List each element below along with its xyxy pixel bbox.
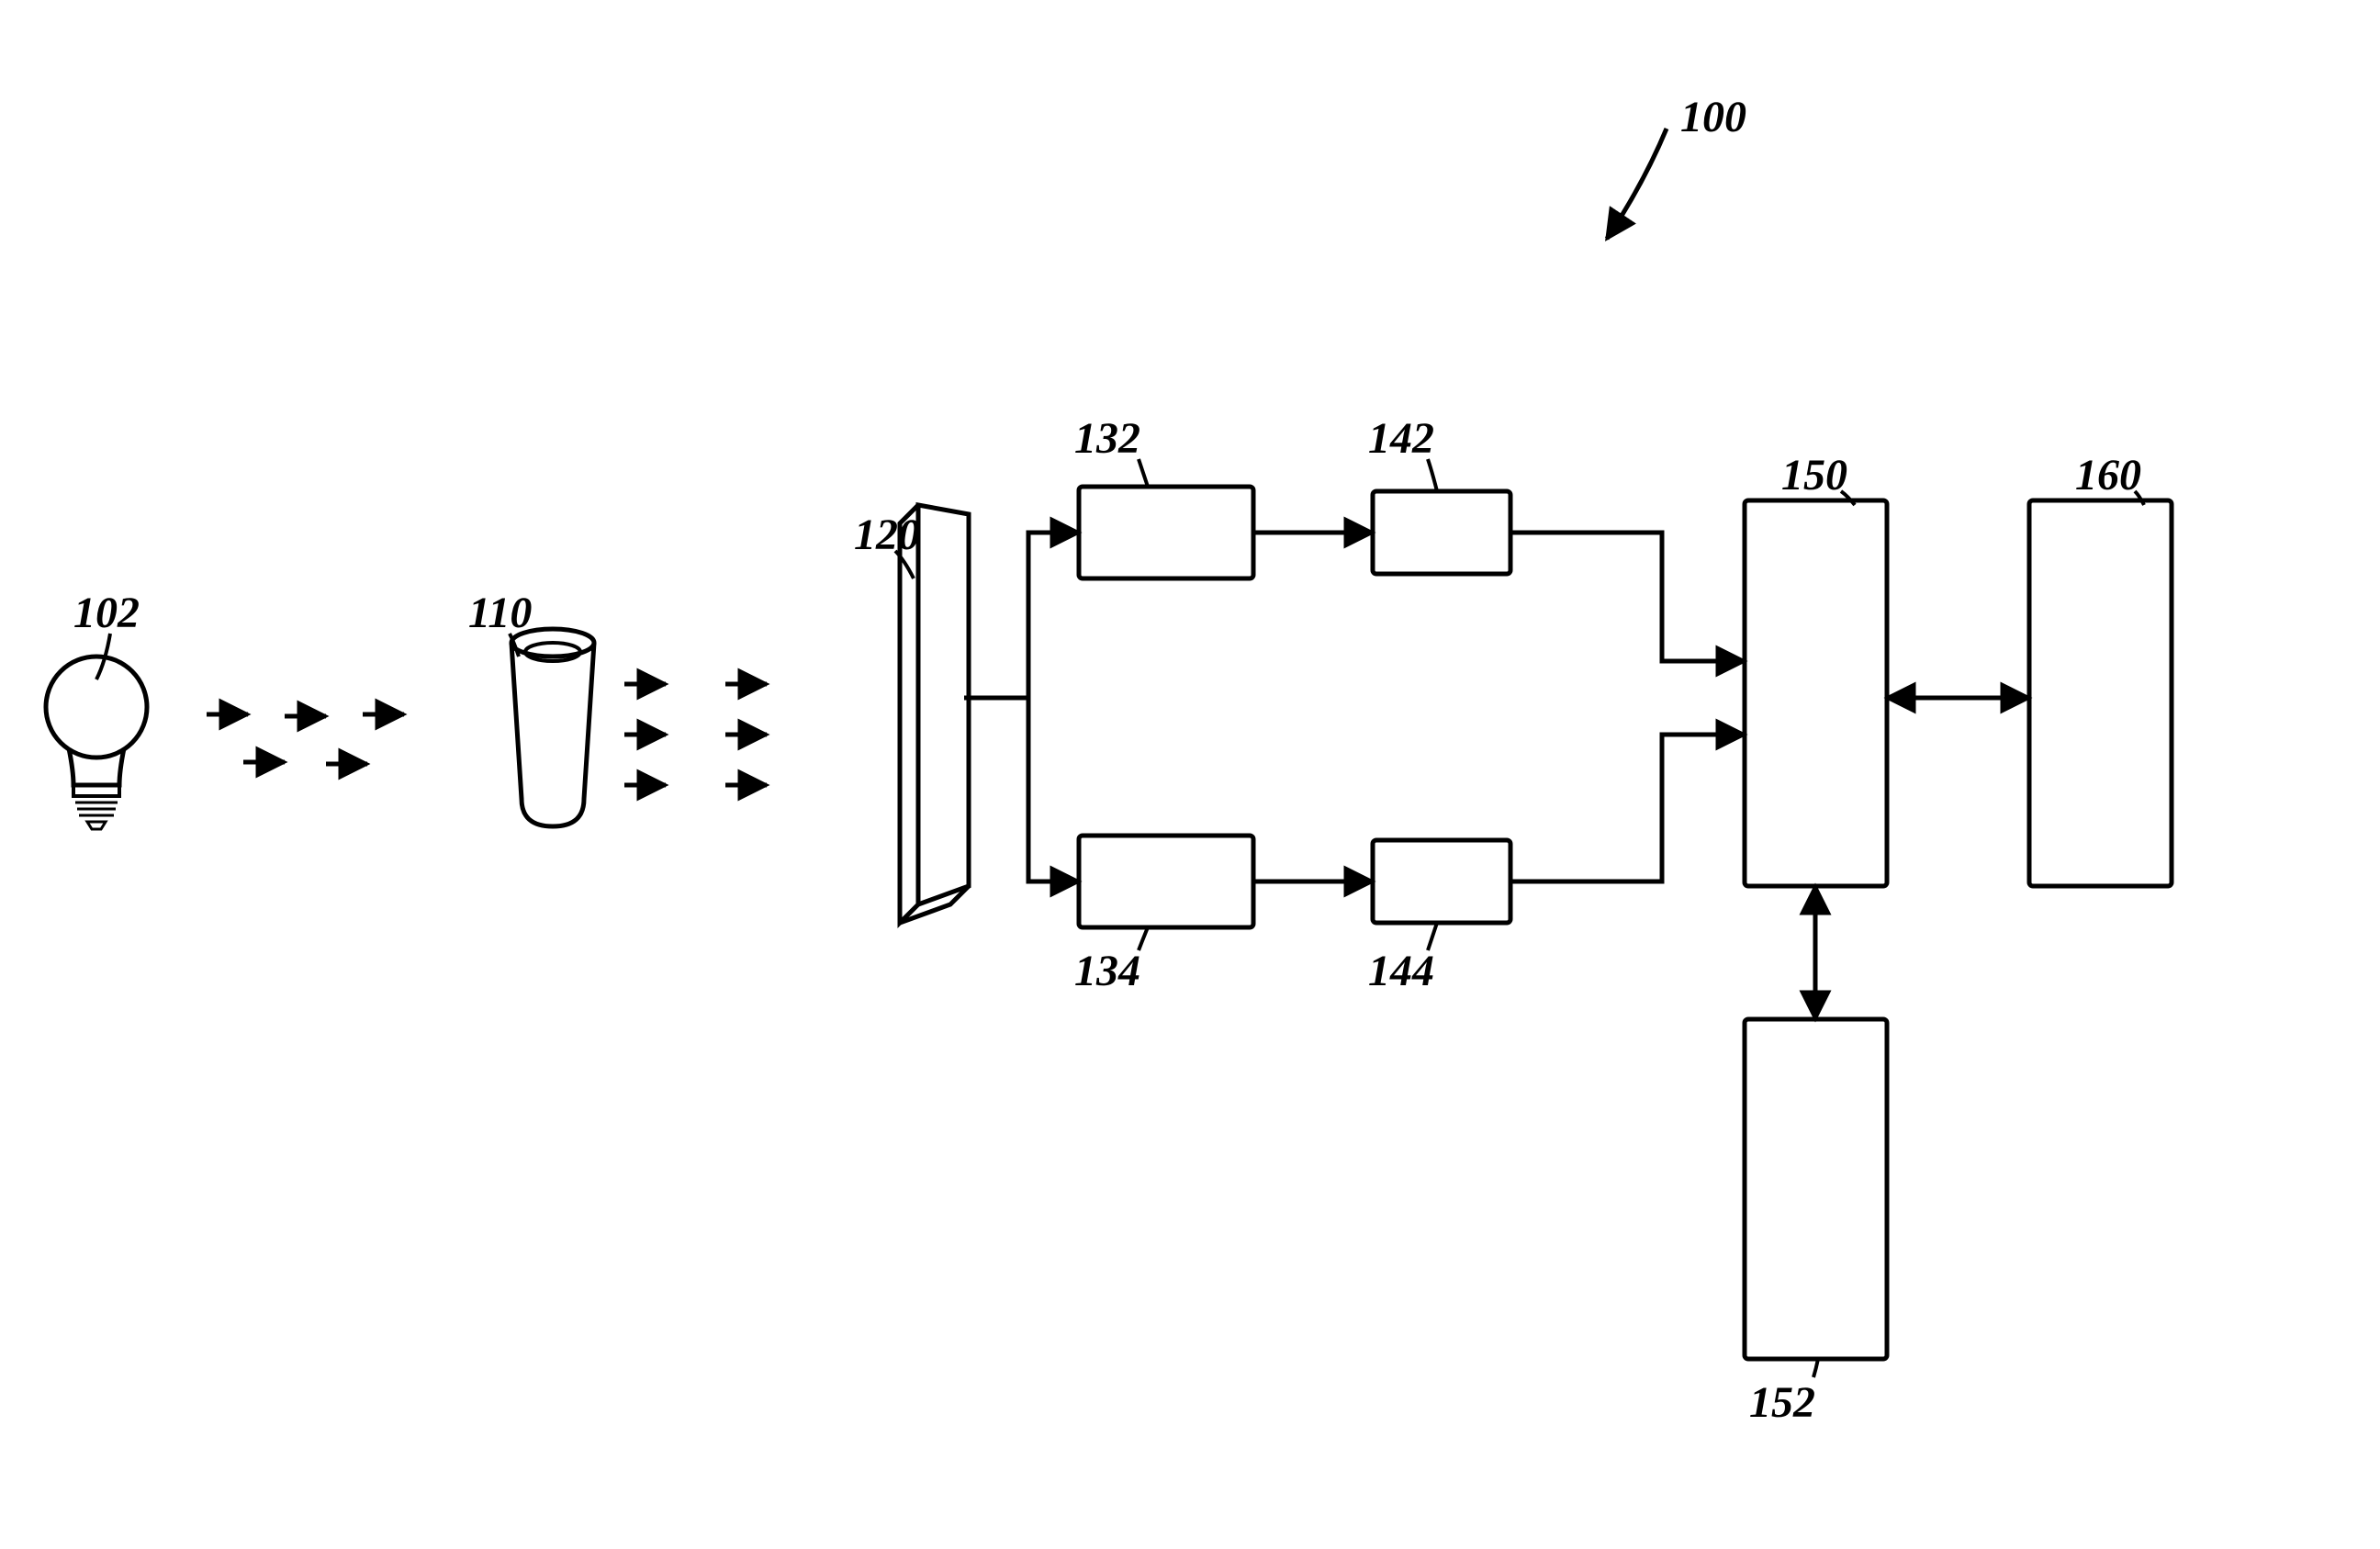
label-134: 134 bbox=[1074, 946, 1140, 996]
label-100: 100 bbox=[1680, 92, 1746, 142]
label-110: 110 bbox=[468, 588, 532, 638]
test-tube-icon bbox=[511, 629, 594, 826]
block-142 bbox=[1373, 491, 1510, 574]
label-120: 120 bbox=[854, 510, 920, 560]
label-150: 150 bbox=[1781, 450, 1847, 500]
light-ray-arrows bbox=[207, 684, 767, 785]
label-142: 142 bbox=[1368, 413, 1434, 464]
label-152: 152 bbox=[1749, 1377, 1815, 1428]
diagram-canvas bbox=[0, 0, 2380, 1549]
label-144: 144 bbox=[1368, 946, 1434, 996]
block-144 bbox=[1373, 840, 1510, 923]
plate-120 bbox=[900, 505, 969, 923]
label-132: 132 bbox=[1074, 413, 1140, 464]
block-160 bbox=[2029, 500, 2172, 886]
label-leaders bbox=[96, 459, 2144, 1377]
block-150 bbox=[1745, 500, 1887, 886]
label-160: 160 bbox=[2075, 450, 2141, 500]
block-134 bbox=[1079, 836, 1253, 927]
block-132 bbox=[1079, 487, 1253, 578]
system-leader-arrow bbox=[1607, 129, 1667, 239]
lightbulb-icon bbox=[46, 657, 147, 829]
label-102: 102 bbox=[73, 588, 140, 638]
block-152 bbox=[1745, 1019, 1887, 1359]
